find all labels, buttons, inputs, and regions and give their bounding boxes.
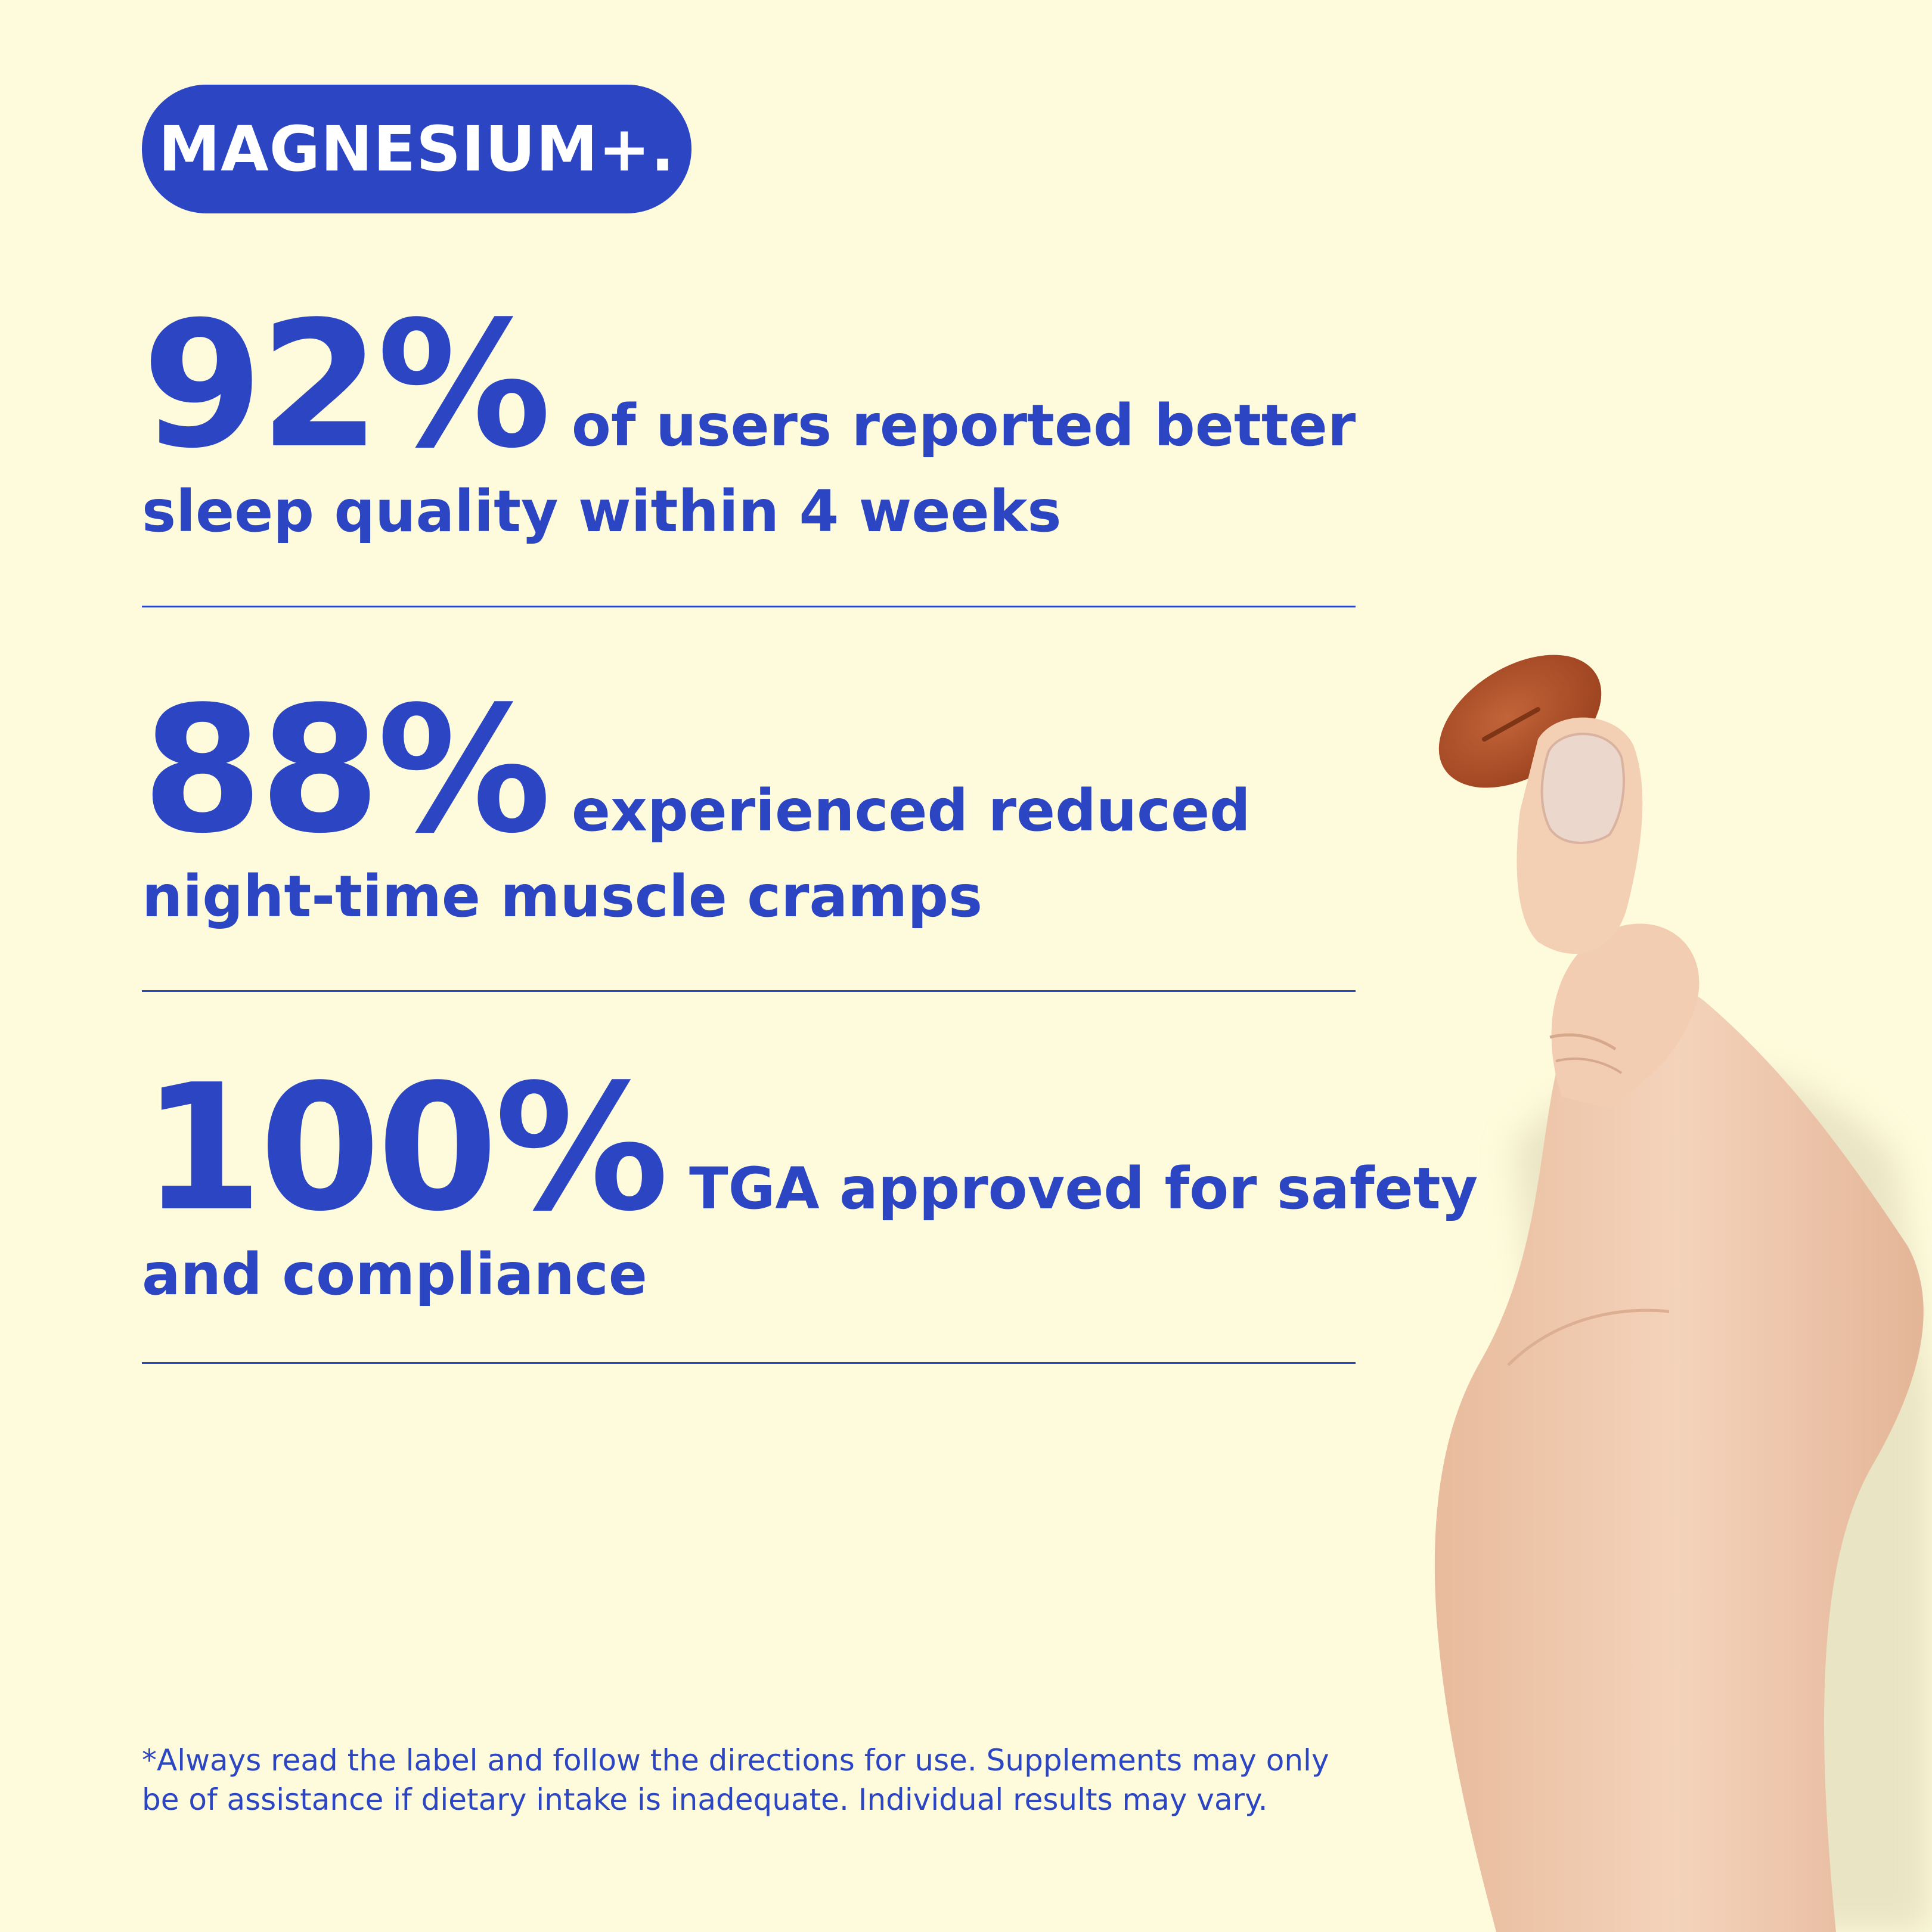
palm-crease (1507, 1308, 1670, 1366)
index-finger (1551, 923, 1700, 1109)
stat-text-line1: experienced reduced (571, 777, 1251, 844)
divider (142, 606, 1356, 607)
stat-text-line1: of users reported better (571, 392, 1356, 459)
stat-text-line1: TGA approved for safety (689, 1155, 1478, 1222)
stat-block-2: 88% experienced reduced night-time muscle… (142, 683, 1394, 925)
disclaimer-line: be of assistance if dietary intake is in… (142, 1782, 1268, 1817)
hand-holding-tablet-image (1434, 655, 1931, 1932)
stat-value: 100% (142, 1047, 669, 1249)
divider (142, 990, 1356, 992)
stat-block-3: 100% TGA approved for safety and complian… (142, 1061, 1478, 1308)
stat-text-line2: night-time muscle cramps (142, 863, 983, 930)
knuckle-crease (1549, 1033, 1617, 1051)
knuckle-crease (1555, 1058, 1623, 1074)
disclaimer: *Always read the label and follow the di… (142, 1741, 1334, 1819)
brand-badge: MAGNESIUM+. (142, 85, 691, 213)
stat-text-line2: sleep quality within 4 weeks (142, 478, 1062, 545)
brand-label: MAGNESIUM+. (158, 113, 675, 185)
stat-value: 88% (142, 669, 551, 872)
tablet-score-line (1482, 707, 1540, 742)
stat-value: 92% (142, 284, 551, 486)
stat-block-1: 92% of users reported better sleep qualit… (142, 298, 1394, 540)
divider (142, 1362, 1356, 1364)
stat-text-line2: and compliance (142, 1241, 647, 1308)
disclaimer-line: *Always read the label and follow the di… (142, 1743, 1329, 1778)
thumbnail (1540, 733, 1625, 844)
arm (1434, 980, 1924, 1932)
